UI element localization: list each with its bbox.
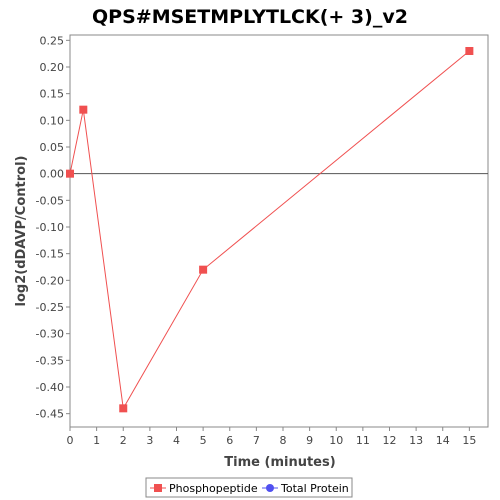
chart-title: QPS#MSETMPLYTLCK(+ 3)_v2 [92, 6, 408, 28]
y-tick-label: 0.25 [40, 34, 65, 47]
data-point-phosphopeptide [66, 169, 74, 178]
y-tick-label: -0.20 [36, 274, 64, 287]
x-tick-label: 10 [329, 434, 343, 447]
x-tick-label: 5 [200, 434, 207, 447]
y-tick-label: -0.15 [36, 248, 64, 261]
data-point-phosphopeptide [79, 105, 88, 114]
y-tick-label: -0.10 [36, 221, 64, 234]
y-tick-label: -0.40 [36, 381, 64, 394]
x-axis: 0 1 2 3 4 5 6 7 8 9 10 11 12 13 14 15 [67, 427, 476, 447]
series-layer [66, 47, 474, 413]
x-tick-label: 11 [356, 434, 370, 447]
x-tick-label: 13 [409, 434, 423, 447]
legend-label-phosphopeptide: Phosphopeptide [169, 482, 258, 495]
x-tick-label: 6 [226, 434, 233, 447]
data-point-phosphopeptide [199, 265, 208, 274]
x-tick-label: 7 [253, 434, 260, 447]
x-tick-label: 9 [306, 434, 313, 447]
x-axis-label: Time (minutes) [224, 455, 335, 470]
x-tick-label: 1 [93, 434, 100, 447]
y-tick-label: -0.45 [36, 408, 64, 421]
x-tick-label: 4 [173, 434, 180, 447]
y-axis: 0.25 0.20 0.15 0.10 0.05 0.00 -0.05 -0.10 -0.15 -… [36, 34, 70, 421]
y-tick-label: 0.05 [40, 141, 65, 154]
y-tick-label: -0.05 [36, 194, 64, 207]
data-point-phosphopeptide [465, 47, 474, 55]
y-tick-label: 0.20 [40, 61, 65, 74]
y-tick-label: -0.25 [36, 301, 64, 314]
y-tick-label: 0.10 [40, 114, 65, 127]
legend-marker-total-protein [266, 484, 274, 492]
data-point-phosphopeptide [119, 404, 128, 413]
plot-area [69, 34, 489, 428]
x-tick-label: 14 [436, 434, 450, 447]
y-axis-label: log2(dDAVP/Control) [14, 156, 29, 307]
x-tick-label: 2 [120, 434, 127, 447]
y-tick-label: 0.00 [40, 168, 65, 181]
legend-box [145, 477, 353, 498]
legend-marker-phosphopeptide [154, 484, 162, 492]
plot-border [69, 34, 489, 428]
x-tick-label: 3 [146, 434, 153, 447]
legend-label-total-protein: Total Protein [280, 482, 349, 495]
y-tick-label: -0.30 [36, 328, 64, 341]
y-tick-label: 0.15 [40, 88, 65, 101]
y-tick-label: -0.35 [36, 354, 64, 367]
x-tick-label: 12 [382, 434, 396, 447]
x-tick-label: 8 [279, 434, 286, 447]
x-tick-label: 15 [462, 434, 476, 447]
legend: Phosphopeptide Total Protein [145, 477, 353, 498]
x-tick-label: 0 [67, 434, 74, 447]
